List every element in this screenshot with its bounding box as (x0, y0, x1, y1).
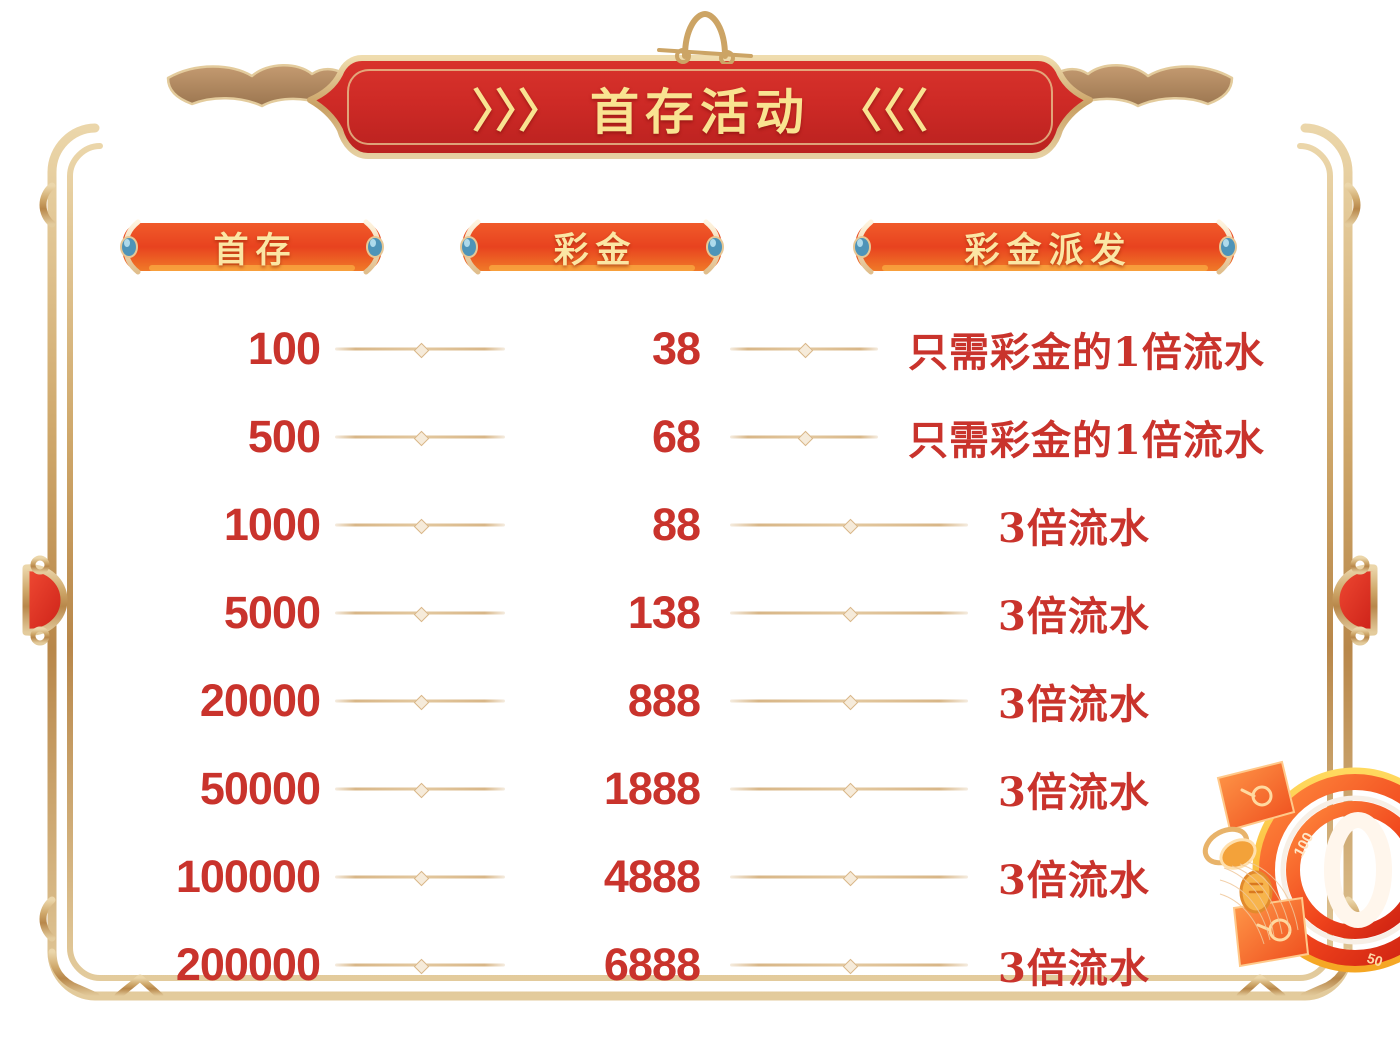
table-row: 200000 6888 3倍流水 (120, 921, 1300, 1009)
chevron-right-triple-icon: 〉〉〉 (471, 84, 564, 138)
cell-deposit: 5000 (223, 587, 321, 638)
header-pill-deposit: 首存 (112, 218, 392, 276)
header-pill-release-label: 彩金派发 (964, 229, 1133, 271)
cell-bonus: 1888 (603, 763, 701, 814)
chevron-left-triple-icon: 〈〈〈 (836, 84, 928, 138)
cell-deposit: 500 (247, 411, 321, 462)
cell-release: 3倍流水 (998, 857, 1150, 904)
hanger-hook-icon (657, 10, 753, 64)
connector-right (700, 342, 908, 356)
cell-bonus: 88 (651, 499, 701, 550)
table-row: 100000 4888 3倍流水 (120, 833, 1300, 921)
cell-release: 3倍流水 (998, 769, 1150, 816)
cell-release: 只需彩金的1倍流水 (908, 417, 1265, 464)
cell-release: 只需彩金的1倍流水 (908, 329, 1265, 376)
connector-right (700, 870, 998, 884)
table-row: 1000 88 3倍流水 (120, 481, 1300, 569)
connector-left (320, 782, 520, 796)
connector-left (320, 430, 520, 444)
page-title: 首存活动 (589, 82, 810, 141)
connector-right (700, 958, 998, 972)
header-pill-bonus-label: 彩金 (553, 229, 638, 271)
cell-deposit: 100000 (175, 851, 321, 902)
table-row: 100 38 只需彩金的1倍流水 (120, 305, 1300, 393)
connector-left (320, 606, 520, 620)
cell-bonus: 6888 (603, 939, 701, 990)
cell-deposit: 20000 (199, 675, 321, 726)
cell-bonus: 4888 (603, 851, 701, 902)
connector-right (700, 694, 998, 708)
connector-left (320, 694, 520, 708)
cell-bonus: 888 (627, 675, 701, 726)
cell-release: 3倍流水 (998, 593, 1150, 640)
title-banner: 〉〉〉 首存活动 〈〈〈 (300, 52, 1100, 164)
table-row: 500 68 只需彩金的1倍流水 (120, 393, 1300, 481)
connector-right (700, 518, 998, 532)
connector-left (320, 342, 520, 356)
connector-left (320, 518, 520, 532)
connector-right (700, 606, 998, 620)
table-row: 50000 1888 3倍流水 (120, 745, 1300, 833)
connector-right (700, 430, 908, 444)
header-pill-release: 彩金派发 (845, 218, 1245, 276)
cell-deposit: 200000 (175, 939, 321, 990)
cell-release: 3倍流水 (998, 681, 1150, 728)
bonus-tier-table: 100 38 只需彩金的1倍流水 500 68 只需彩金的1倍流水 1000 8… (120, 305, 1300, 1009)
cell-deposit: 100 (247, 323, 321, 374)
connector-left (320, 870, 520, 884)
header-pill-deposit-label: 首存 (213, 229, 298, 271)
table-row: 5000 138 3倍流水 (120, 569, 1300, 657)
title-text-row: 〉〉〉 首存活动 〈〈〈 (300, 52, 1100, 164)
cell-release: 3倍流水 (998, 945, 1150, 992)
header-pill-bonus: 彩金 (452, 218, 732, 276)
connector-left (320, 958, 520, 972)
cell-deposit: 50000 (199, 763, 321, 814)
svg-text:50: 50 (1365, 950, 1385, 970)
connector-right (700, 782, 998, 796)
cell-deposit: 1000 (223, 499, 321, 550)
cell-bonus: 138 (627, 587, 701, 638)
table-row: 20000 888 3倍流水 (120, 657, 1300, 745)
cell-release: 3倍流水 (998, 505, 1150, 552)
cell-bonus: 38 (651, 323, 701, 374)
cell-bonus: 68 (651, 411, 701, 462)
